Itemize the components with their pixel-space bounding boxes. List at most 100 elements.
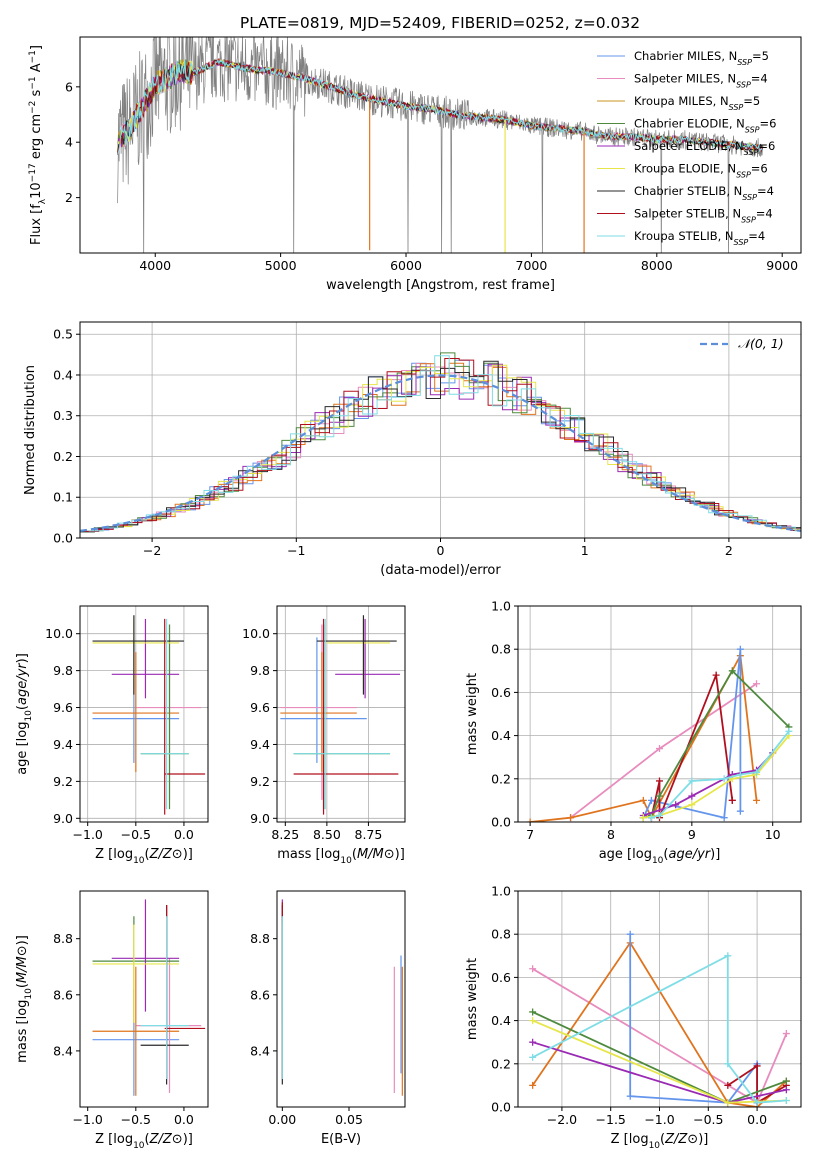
marker-salpeter-miles: [782, 1030, 790, 1038]
y-axis-label: Flux [fλ10−17 erg cm−2 s−1 A−1]: [28, 45, 48, 245]
x-axis-label: mass [log10(M/M⊙)]: [277, 847, 405, 866]
marker-kroupa-elodie: [639, 814, 647, 822]
y-tick-label: 9.4: [53, 737, 73, 752]
marker-chabrier-miles: [626, 930, 634, 938]
marker-kroupa-elodie: [724, 1099, 732, 1107]
y-tick-label: 0.2: [53, 449, 73, 464]
x-tick-label: 2: [725, 543, 733, 558]
plot-area: [80, 352, 801, 533]
marker-chabrier-miles: [647, 796, 655, 804]
x-axis-label: Z [log10(Z/Z⊙)]: [95, 847, 193, 866]
marker-kroupa-elodie: [688, 801, 696, 809]
x-tick-label: 8000: [641, 258, 673, 273]
marker-salpeter-miles: [529, 965, 537, 973]
marker-kroupa-elodie: [529, 1017, 537, 1025]
y-tick-label: 0.0: [491, 815, 511, 830]
x-axis-label: E(B-V): [321, 1132, 361, 1147]
age-vs-metallicity-panel: −1.0 −0.5 0.0 9.0 9.2 9.4 9.6 9.8 10.0 Z [log10(Z…: [15, 605, 209, 866]
marker-chabrier-elodie: [782, 1077, 790, 1085]
axes-frame: [79, 605, 209, 823]
x-tick-label: 5000: [265, 258, 297, 273]
marker-kroupa-miles: [529, 1081, 537, 1089]
x-axis-label: Z [log10(Z/Z⊙)]: [611, 1132, 709, 1151]
marker-kroupa-stelib: [647, 814, 655, 822]
x-tick-label: −2: [143, 543, 161, 558]
y-tick-label: 0.4: [491, 1013, 511, 1028]
legend-label-chabrier-miles: Chabrier MILES, NSSP=5: [634, 49, 769, 67]
marker-kroupa-stelib: [724, 1060, 732, 1068]
y-tick-label: 0.8: [491, 642, 511, 657]
y-tick-label: 1.0: [491, 884, 511, 899]
model-kroupa-stelib: [117, 58, 764, 155]
axes-frame: [276, 605, 406, 823]
x-tick-label: −1.5: [596, 1112, 626, 1127]
y-tick-label: 0.0: [491, 1100, 511, 1115]
x-axis-label: (data-model)/error: [380, 563, 501, 578]
plot-area: [529, 930, 790, 1107]
y-tick-label: 9.6: [53, 700, 73, 715]
plot-area: [281, 899, 403, 1096]
marker-chabrier-miles: [626, 1092, 634, 1100]
x-tick-label: −1.0: [644, 1112, 674, 1127]
x-tick-label: 0.0: [747, 1112, 767, 1127]
marker-kroupa-stelib: [688, 777, 696, 785]
x-axis-label: age [log10(age/yr)]: [599, 847, 721, 866]
x-tick-label: 8: [607, 827, 615, 842]
marker-chabrier-elodie: [529, 1008, 537, 1016]
marker-kroupa-stelib: [720, 775, 728, 783]
y-tick-label: 0.2: [491, 1056, 511, 1071]
mass-weight-vs-age-panel: 7 8 9 10 0.0 0.2 0.4 0.6 0.8 1.0 age [log10(age/yr…: [465, 599, 802, 866]
legend: 𝒩(0, 1): [700, 336, 784, 351]
marker-salpeter-elodie: [688, 792, 696, 800]
marker-salpeter-elodie: [529, 1038, 537, 1046]
marker-salpeter-stelib: [728, 796, 736, 804]
plot-area: [117, 37, 764, 253]
marker-kroupa-stelib: [785, 727, 793, 735]
marker-salpeter-stelib: [712, 671, 720, 679]
y-tick-label: 9.4: [250, 737, 270, 752]
marker-chabrier-elodie: [656, 792, 663, 800]
x-tick-label: 9: [688, 827, 696, 842]
plot-area: [92, 899, 206, 1096]
legend-label-salpeter-miles: Salpeter MILES, NSSP=4: [634, 72, 768, 90]
legend-label-kroupa-miles: Kroupa MILES, NSSP=5: [634, 94, 760, 112]
series-salpeter-miles: [570, 683, 757, 819]
marker-kroupa-miles: [639, 796, 647, 804]
y-tick-label: 9.2: [53, 774, 73, 789]
marker-chabrier-miles: [736, 645, 744, 653]
series-salpeter-stelib: [727, 1064, 787, 1105]
figure-title: PLATE=0819, MJD=52409, FIBERID=0252, z=0…: [240, 14, 640, 32]
x-tick-label: 4000: [139, 258, 171, 273]
plot-area: [92, 615, 206, 815]
histogram-kroupa-stelib: [88, 355, 801, 532]
y-axis-label: Normed distribution: [23, 365, 38, 495]
mass-vs-reddening-panel: 0.00 0.05 8.4 8.6 8.8 E(B-V): [250, 890, 406, 1147]
y-tick-label: 9.0: [250, 811, 270, 826]
y-tick-label: 9.8: [53, 663, 73, 678]
legend-label-chabrier-elodie: Chabrier ELODIE, NSSP=6: [634, 117, 776, 135]
x-tick-label: 8.75: [355, 827, 383, 842]
y-tick-label: 10.0: [45, 626, 73, 641]
y-tick-label: 0.4: [53, 367, 73, 382]
legend-label-normal: 𝒩(0, 1): [738, 336, 784, 351]
x-tick-label: 9000: [766, 258, 798, 273]
y-tick-label: 8.8: [250, 931, 270, 946]
y-tick-label: 0.6: [491, 970, 511, 985]
marker-salpeter-miles: [753, 680, 761, 688]
age-vs-mass-panel: 8.25 8.50 8.75 9.0 9.2 9.4 9.6 9.8 10.0 mass [log…: [242, 605, 406, 866]
y-tick-label: 10.0: [242, 626, 270, 641]
x-axis-label: wavelength [Angstrom, rest frame]: [326, 278, 555, 293]
marker-salpeter-stelib: [753, 1062, 761, 1070]
x-tick-label: −1: [287, 543, 305, 558]
y-tick-label: 6: [65, 79, 73, 94]
y-tick-label: 0.4: [491, 728, 511, 743]
spectrum-panel: 4000 5000 6000 7000 8000 9000 2 4 6 wavelength [A…: [28, 36, 802, 293]
x-tick-label: 0.0: [174, 1112, 194, 1127]
marker-kroupa-stelib: [736, 770, 744, 778]
x-tick-label: 8.50: [313, 827, 341, 842]
y-tick-label: 9.6: [250, 700, 270, 715]
marker-kroupa-stelib: [753, 768, 761, 776]
y-tick-label: 8.4: [53, 1043, 73, 1058]
x-tick-label: 0.05: [335, 1112, 363, 1127]
